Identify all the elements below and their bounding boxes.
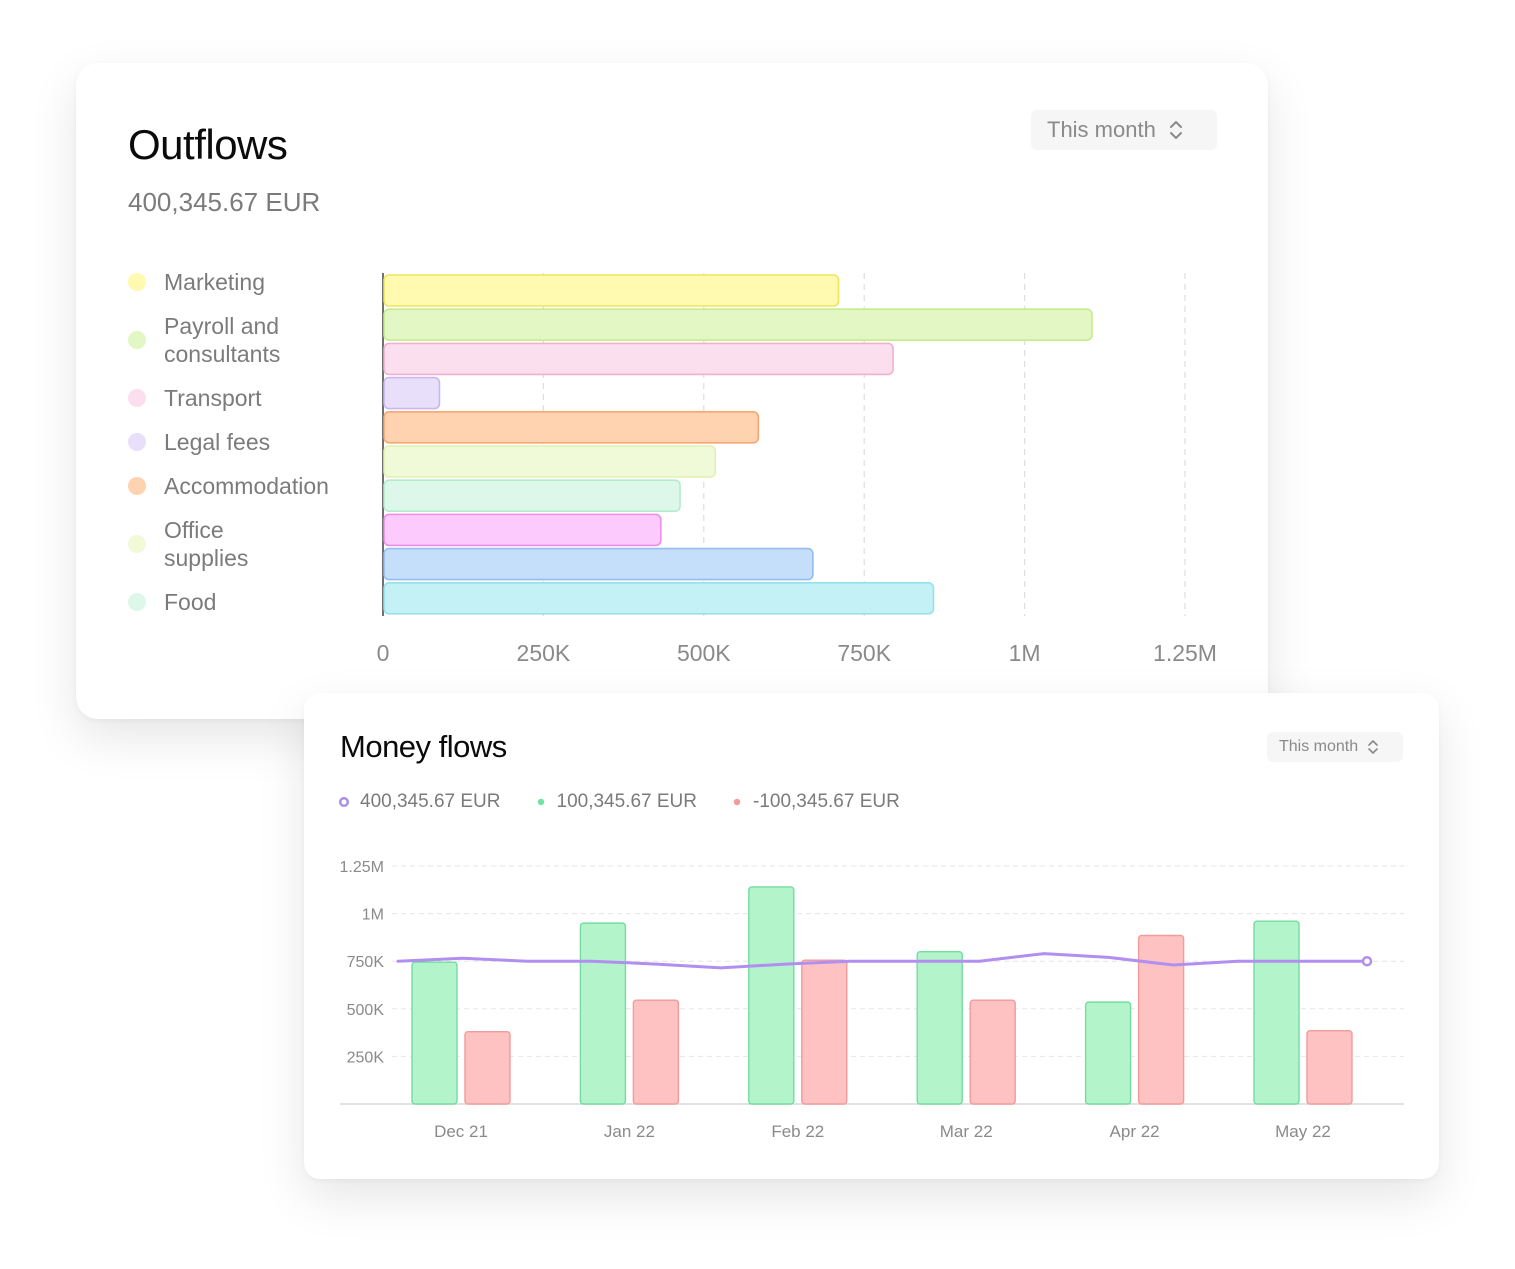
legend-dot — [128, 593, 146, 611]
x-tick-label: Mar 22 — [940, 1122, 993, 1141]
legend-label: Legal fees — [164, 429, 271, 455]
legend-dot — [128, 273, 146, 291]
ring-marker-icon — [339, 797, 349, 807]
legend-item: Marketing — [128, 268, 368, 296]
legend-label: Transport — [164, 385, 262, 411]
bar-red-2 — [801, 959, 848, 1105]
y-tick-label: 1M — [362, 907, 384, 924]
x-tick-label: 500K — [677, 640, 731, 666]
money-flows-period-selector[interactable]: This month — [1267, 732, 1403, 762]
trend-line-end-marker — [1361, 955, 1373, 967]
legend-item: Food — [128, 588, 368, 616]
legend-item: Legal fees — [128, 428, 368, 456]
x-tick-label: Dec 21 — [434, 1122, 488, 1141]
bar-red-5 — [1306, 1029, 1353, 1105]
legend-dot — [128, 331, 146, 349]
legend-dot — [128, 535, 146, 553]
outflows-bar-chart: 0 250K 500K 750K 1M 1.25M — [377, 273, 1217, 666]
dot-marker-icon — [537, 798, 544, 806]
x-tick-label: Apr 22 — [1110, 1122, 1160, 1141]
bar-red-1 — [632, 999, 680, 1105]
outflows-title: Outflows — [128, 121, 288, 168]
bar-green-4 — [1084, 1001, 1132, 1105]
bar-0 — [383, 274, 840, 307]
bar-2 — [383, 342, 894, 376]
legend-dot — [128, 477, 146, 495]
bar-9 — [383, 581, 935, 615]
bar-8 — [383, 547, 814, 581]
money-flows-legend-item: -100,345.67 EUR — [731, 791, 900, 813]
legend-label: Food — [164, 589, 217, 615]
money-flows-legend: 400,345.67 EUR 100,345.67 EUR -100,345.67 … — [338, 791, 934, 813]
bar-4 — [383, 410, 760, 444]
bar-green-1 — [579, 922, 627, 1105]
money-flows-legend-item: 400,345.67 EUR — [338, 791, 501, 813]
y-tick-label: 750K — [347, 954, 385, 971]
bar-7 — [383, 513, 662, 547]
legend-item: Transport — [128, 384, 368, 412]
bar-red-4 — [1137, 934, 1185, 1105]
x-tick-label: 250K — [517, 640, 571, 666]
bar-green-5 — [1253, 920, 1300, 1105]
x-tick-label: 750K — [837, 640, 891, 666]
outflows-period-selector[interactable]: This month — [1031, 110, 1217, 150]
legend-label: Office supplies — [164, 517, 249, 571]
x-tick-label: 1.25M — [1153, 640, 1217, 666]
money-flows-legend-item: 100,345.67 EUR — [535, 791, 698, 813]
money-flows-card: Money flows This month 400,345.67 EUR 100… — [304, 693, 1439, 1179]
bar-5 — [383, 445, 717, 478]
x-tick-label: 1M — [1009, 640, 1041, 666]
y-tick-label: 250K — [347, 1049, 385, 1066]
legend-item: Payroll and consultants — [128, 312, 368, 368]
money-flows-title: Money flows — [340, 729, 507, 764]
legend-dot — [128, 433, 146, 451]
legend-item: Accommodation — [128, 472, 368, 500]
period-selector-label: This month — [1279, 738, 1359, 755]
chevron-up-down-icon — [1368, 740, 1378, 754]
outflows-legend: Marketing Payroll and consultants Transpor… — [128, 268, 368, 632]
x-tick-label: May 22 — [1275, 1122, 1331, 1141]
bar-1 — [383, 308, 1093, 341]
bar-green-3 — [916, 950, 963, 1105]
trend-line — [396, 952, 1369, 970]
period-selector-label: This month — [1047, 117, 1156, 142]
legend-label: Payroll and consultants — [164, 313, 281, 367]
outflows-total: 400,345.67 EUR — [128, 187, 321, 217]
bar-red-0 — [464, 1030, 511, 1105]
legend-item: Office supplies — [128, 516, 368, 572]
y-tick-label: 500K — [347, 1002, 385, 1019]
money-flows-legend-label: -100,345.67 EUR — [753, 791, 900, 812]
bar-red-3 — [969, 999, 1016, 1105]
bar-green-2 — [748, 886, 795, 1105]
outflows-card: Outflows 400,345.67 EUR This month Marke… — [76, 63, 1268, 719]
legend-label: Marketing — [164, 269, 265, 295]
x-tick-label: 0 — [377, 640, 390, 666]
money-flows-legend-label: 100,345.67 EUR — [556, 791, 698, 812]
money-flows-legend-label: 400,345.67 EUR — [360, 791, 501, 812]
y-tick-label: 1.25M — [340, 859, 384, 876]
chevron-up-down-icon — [1169, 121, 1182, 139]
x-tick-label: Jan 22 — [604, 1122, 655, 1141]
money-flows-chart: 250K 500K 750K 1M 1.25M Dec 21 Jan 22 Feb 22 Mar… — [340, 859, 1404, 1141]
bar-3 — [383, 376, 441, 410]
x-tick-label: Feb 22 — [771, 1122, 824, 1141]
legend-label: Accommodation — [164, 473, 329, 499]
bar-6 — [383, 479, 681, 513]
legend-dot — [128, 389, 146, 407]
bar-green-0 — [411, 961, 458, 1105]
dot-marker-icon — [733, 798, 741, 806]
